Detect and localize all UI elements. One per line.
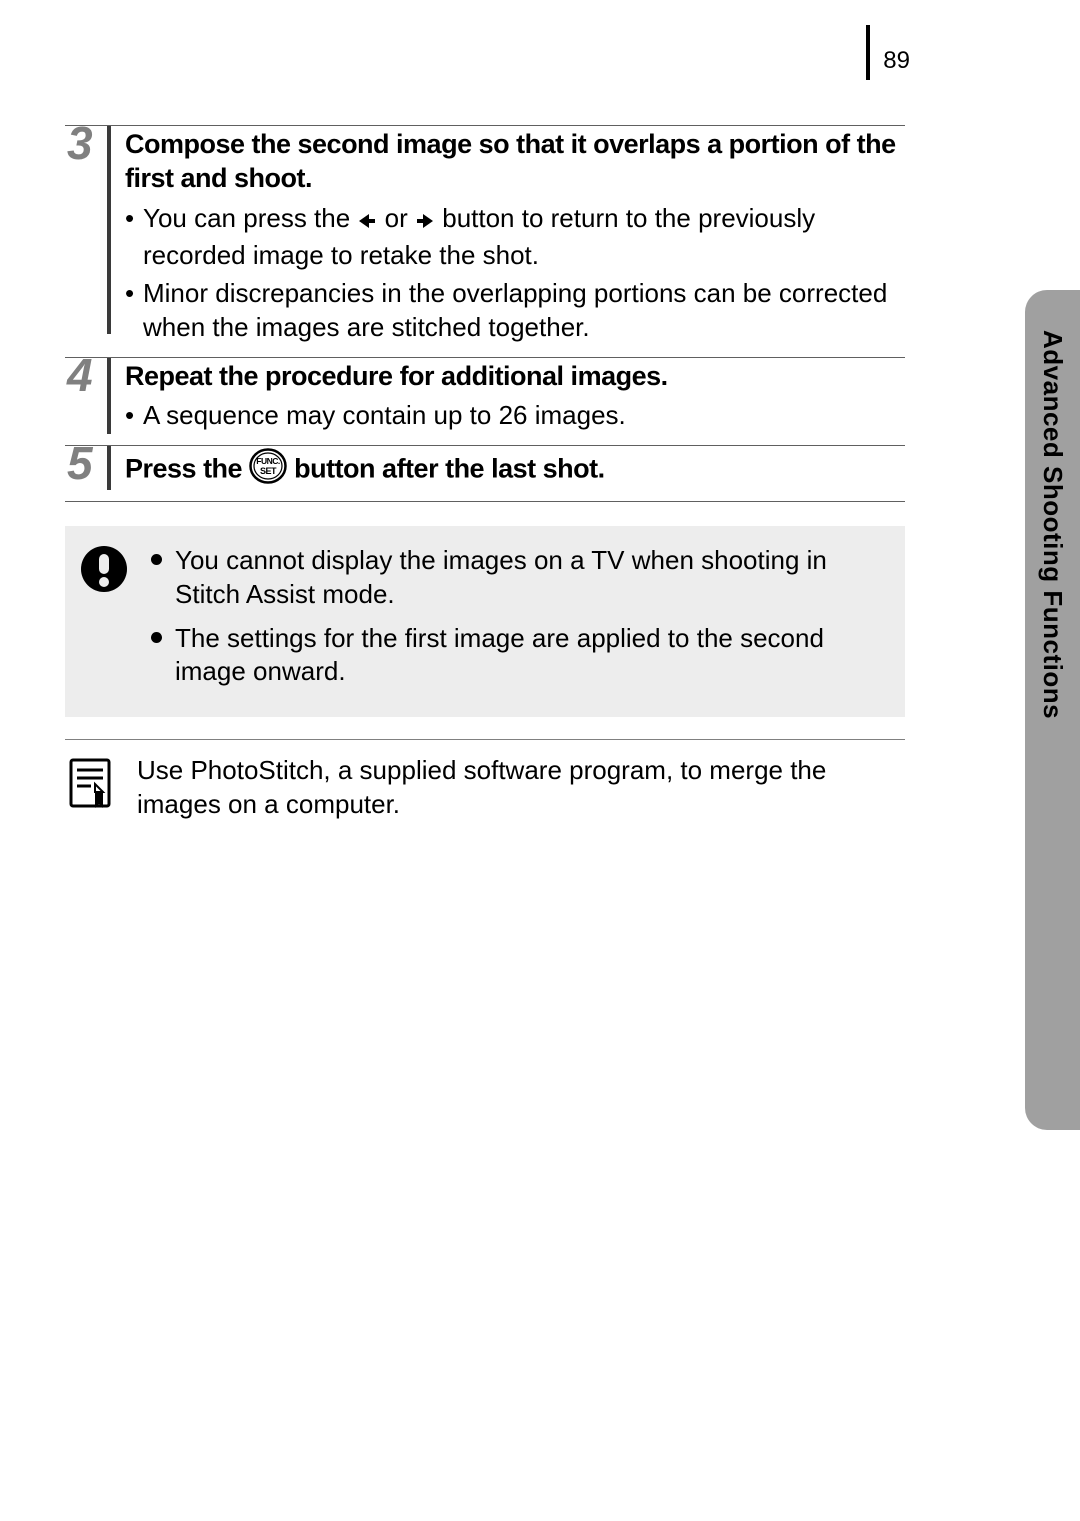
step-3: 3 Compose the second image so that it ov… [65, 125, 905, 357]
step-body: A sequence may contain up to 26 images. [125, 399, 905, 433]
warning-text: The settings for the first image are app… [175, 623, 824, 687]
svg-text:SET: SET [260, 466, 277, 476]
step-bullet: You can press the or button to return to… [125, 202, 905, 274]
section-tab-label: Advanced Shooting Functions [1037, 330, 1068, 719]
warning-bullet: The settings for the first image are app… [151, 622, 891, 690]
page-number: 89 [883, 47, 910, 75]
step-rule [107, 126, 111, 334]
page-header: 89 [65, 25, 1010, 80]
step-number: 4 [67, 352, 93, 398]
tip-text: Use PhotoStitch, a supplied software pro… [137, 755, 826, 819]
bullet-text: Minor discrepancies in the overlapping p… [143, 278, 887, 342]
header-rule [866, 25, 870, 80]
func-set-icon: FUNC. SET [249, 448, 287, 493]
svg-text:FUNC.: FUNC. [256, 456, 280, 466]
bullet-text-or: or [385, 203, 415, 233]
warning-bullet: You cannot display the images on a TV wh… [151, 544, 891, 612]
left-arrow-icon [357, 206, 377, 240]
tip-body: Use PhotoStitch, a supplied software pro… [137, 754, 905, 822]
step-5: 5 Press the FUNC. SET button after the l… [65, 445, 905, 502]
note-icon [65, 754, 115, 822]
manual-page: 89 Advanced Shooting Functions 3 Compose… [0, 0, 1080, 1521]
step-title: Press the FUNC. SET button after the las… [125, 446, 905, 493]
step-bullet: A sequence may contain up to 26 images. [125, 399, 905, 433]
step-title-pre: Press the [125, 454, 249, 484]
content-area: 3 Compose the second image so that it ov… [65, 125, 905, 822]
right-arrow-icon [415, 206, 435, 240]
warning-body: You cannot display the images on a TV wh… [151, 544, 891, 699]
bullet-text: A sequence may contain up to 26 images. [143, 400, 626, 430]
warning-note: You cannot display the images on a TV wh… [65, 526, 905, 717]
step-title: Compose the second image so that it over… [125, 126, 905, 196]
warning-icon [79, 544, 129, 699]
tip-note: Use PhotoStitch, a supplied software pro… [65, 739, 905, 822]
step-body: You can press the or button to return to… [125, 202, 905, 345]
warning-text: You cannot display the images on a TV wh… [175, 545, 827, 609]
bullet-text-pre: You can press the [143, 203, 357, 233]
step-rule [107, 446, 111, 490]
step-title: Repeat the procedure for additional imag… [125, 358, 905, 394]
step-4: 4 Repeat the procedure for additional im… [65, 357, 905, 446]
step-rule [107, 358, 111, 434]
step-number: 3 [67, 120, 93, 166]
step-number: 5 [67, 440, 93, 486]
step-title-post: button after the last shot. [294, 454, 605, 484]
step-bullet: Minor discrepancies in the overlapping p… [125, 277, 905, 345]
